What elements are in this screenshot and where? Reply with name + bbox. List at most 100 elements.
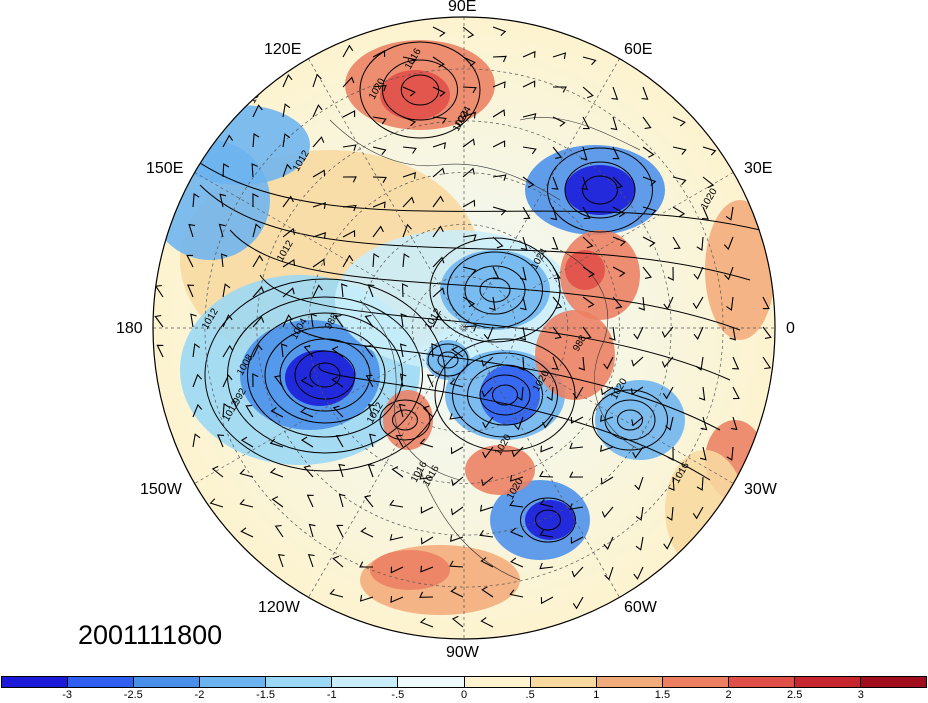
wind-barb: [450, 506, 464, 516]
wind-barb: [332, 405, 344, 418]
wind-barb: [692, 506, 704, 520]
wind-barb: [612, 176, 623, 189]
colorbar: [1, 676, 927, 688]
wind-barb: [611, 86, 619, 100]
wind-barb: [190, 313, 197, 328]
wind-barb: [762, 356, 772, 370]
colorbar-tick-label: 2.5: [787, 689, 803, 701]
wind-barb: [450, 446, 464, 455]
wind-barb: [419, 617, 434, 628]
wind-barb: [359, 594, 374, 602]
wind-barb: [451, 346, 464, 358]
wind-barb: [282, 314, 293, 328]
colorbar-tick-label: -3: [62, 689, 73, 701]
wind-barb: [612, 146, 620, 160]
wind-barb: [732, 386, 740, 400]
coastline: [419, 469, 521, 581]
wind-barb: [432, 56, 445, 68]
wind-barb: [338, 463, 346, 478]
colorbar-tick-label: 1.5: [654, 689, 671, 701]
wind-barb: [492, 266, 500, 280]
meridian-line: [194, 172, 734, 484]
wind-barb: [372, 84, 387, 92]
wind-barb: [364, 314, 374, 328]
wind-barb: [492, 55, 507, 63]
wind-barb: [432, 116, 447, 124]
lon-label-150w: 150W: [140, 481, 182, 498]
isobar-contour: [382, 59, 458, 121]
wind-barb: [220, 253, 228, 268]
wind-barb: [641, 86, 649, 100]
wind-barb: [462, 86, 477, 94]
wind-barb: [569, 471, 584, 478]
wind-barb: [372, 176, 387, 183]
wind-barb: [274, 375, 284, 388]
wind-barb: [551, 176, 559, 190]
wind-barb: [367, 284, 375, 298]
wind-barb: [730, 416, 738, 431]
wind-barb: [546, 386, 554, 401]
wind-barb: [312, 104, 323, 118]
wind-barb: [331, 376, 344, 388]
wind-barb: [762, 296, 770, 310]
lon-label-0: 0: [786, 320, 795, 337]
wind-barb: [426, 374, 434, 388]
wind-barb: [282, 133, 291, 148]
wind-barb: [192, 403, 203, 418]
wind-barb: [222, 314, 233, 328]
wind-barb: [192, 193, 200, 208]
wind-barb: [240, 527, 254, 538]
anomaly-shading: [285, 350, 355, 406]
isobar-contour: [169, 139, 761, 231]
colorbar-swatch: [200, 677, 267, 687]
wind-barb: [252, 316, 265, 328]
wind-barb: [572, 386, 584, 400]
isobar-contour: [294, 350, 356, 400]
wind-barb: [336, 524, 344, 538]
wind-barb: [222, 134, 234, 148]
colorbar-swatch: [861, 677, 927, 687]
wind-barb: [372, 146, 387, 155]
wind-barb: [642, 116, 652, 130]
wind-barb: [551, 236, 559, 250]
wind-barb: [342, 76, 355, 88]
wind-barb: [582, 236, 594, 249]
wind-barb: [450, 535, 464, 543]
wind-barb: [359, 561, 374, 568]
wind-barb: [342, 110, 356, 118]
anomaly-shading: [153, 140, 270, 260]
wind-barb: [672, 146, 687, 155]
wind-barb: [539, 470, 554, 478]
wind-barb: [432, 287, 445, 298]
wind-barb: [282, 258, 296, 268]
wind-barb: [509, 474, 524, 482]
wind-barb: [479, 504, 494, 512]
wind-barb: [612, 206, 626, 218]
wind-barb: [372, 253, 380, 268]
wind-barb: [663, 296, 674, 310]
wind-barb: [693, 326, 704, 340]
wind-barb: [462, 138, 475, 148]
wind-barb: [633, 326, 644, 340]
wind-barb: [462, 296, 476, 308]
wind-barb: [612, 266, 626, 278]
wind-barb: [612, 236, 627, 247]
wind-barb: [420, 565, 434, 573]
wind-barb: [482, 416, 494, 429]
wind-barb: [582, 56, 597, 66]
wind-barb: [432, 256, 445, 268]
wind-barb: [603, 536, 614, 550]
wind-barb: [552, 296, 563, 309]
wind-barb: [702, 146, 717, 156]
wind-barb: [578, 356, 585, 371]
wind-barb: [300, 407, 314, 418]
wind-barb: [635, 536, 644, 551]
isobar-contour: [547, 147, 653, 233]
colorbar-swatch: [530, 677, 597, 687]
wind-barb: [331, 346, 344, 358]
colorbar-swatch: [398, 677, 465, 687]
lon-label-150e: 150E: [146, 160, 184, 177]
wind-barb: [702, 176, 715, 189]
wind-barb: [762, 326, 772, 339]
wind-barb: [633, 566, 644, 580]
